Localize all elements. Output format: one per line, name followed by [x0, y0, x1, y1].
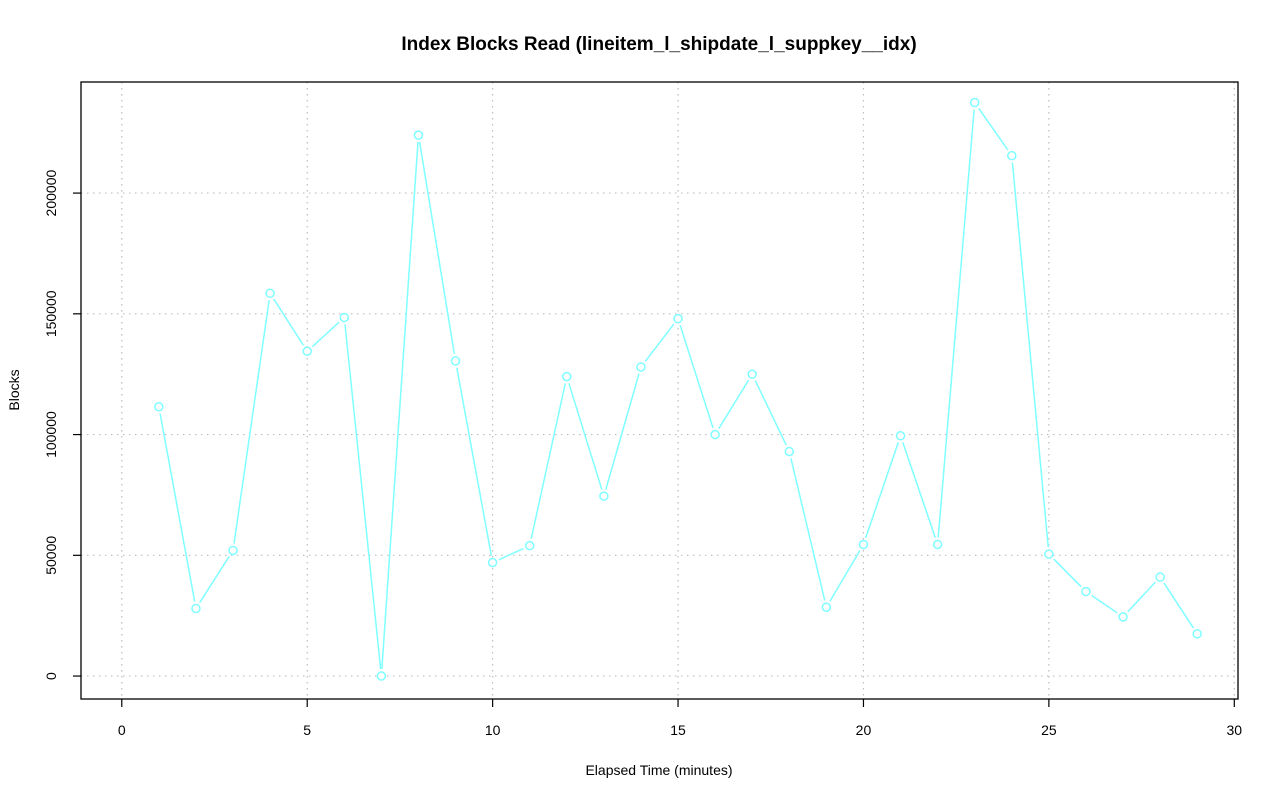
x-axis-label: Elapsed Time (minutes) [585, 762, 732, 778]
series-line-segment [754, 380, 787, 446]
data-point [376, 671, 387, 681]
series-line-segment [829, 550, 861, 602]
series-line-segment [1011, 162, 1049, 548]
data-point [1118, 612, 1128, 622]
data-point [932, 539, 943, 550]
data-series [154, 97, 1202, 681]
series-line-segment [233, 300, 270, 544]
data-point [895, 431, 906, 441]
series-line-segment [1091, 594, 1118, 614]
x-axis: 0 5 10 15 20 25 30 [118, 699, 1242, 738]
series-line-segment [199, 555, 230, 603]
data-point [562, 371, 572, 382]
data-point [1192, 629, 1202, 639]
series-line-segment [605, 373, 640, 490]
data-point [784, 446, 795, 457]
y-tick-label: 150000 [43, 290, 59, 337]
data-point [599, 491, 609, 501]
series-line-segment [418, 141, 456, 355]
series-line-segment [498, 547, 524, 561]
data-point [191, 603, 201, 614]
data-point [413, 130, 424, 140]
series-line-segment [344, 324, 382, 670]
y-tick-label: 200000 [43, 170, 59, 217]
series-line-segment [530, 383, 567, 539]
series-line-segment [381, 142, 419, 670]
data-point [710, 429, 720, 440]
x-tick-label: 25 [1041, 722, 1057, 738]
data-point [339, 312, 350, 323]
series-line-segment [456, 367, 493, 556]
data-point [450, 356, 461, 366]
x-tick-label: 5 [303, 722, 311, 738]
plot-frame [80, 81, 1239, 700]
data-point [1081, 586, 1091, 597]
chart-title: Index Blocks Read (lineitem_l_shipdate_l… [401, 34, 916, 55]
data-point [265, 288, 275, 299]
data-point [821, 602, 832, 612]
data-point [636, 362, 646, 372]
series-line-segment [1163, 582, 1195, 629]
series-line-segment [568, 383, 603, 490]
data-point [154, 402, 164, 412]
x-tick-label: 15 [670, 722, 686, 738]
series-line-segment [159, 413, 196, 602]
series-line-segment [273, 298, 305, 346]
series-line-segment [718, 379, 750, 429]
grid-lines [81, 82, 1238, 699]
x-tick-label: 30 [1227, 722, 1243, 738]
y-tick-label: 50000 [43, 536, 59, 575]
data-point [487, 557, 498, 568]
series-line-segment [865, 442, 899, 539]
x-tick-label: 0 [118, 722, 126, 738]
data-point [1155, 572, 1165, 582]
y-axis: 0 50000 100000 150000 200000 [43, 170, 81, 680]
series-line-segment [1053, 558, 1082, 588]
series-line-segment [644, 323, 675, 362]
series-line-segment [790, 458, 826, 601]
series-line-segment [978, 107, 1009, 151]
data-point [858, 539, 869, 550]
data-point [969, 97, 980, 108]
data-point [302, 346, 312, 357]
data-point [228, 545, 238, 556]
series-line-segment [1127, 581, 1156, 613]
series-line-segment [679, 325, 714, 429]
data-point [1007, 150, 1017, 161]
series-line-segment [902, 442, 937, 539]
series-line-segment [311, 321, 340, 348]
x-tick-label: 10 [485, 722, 501, 738]
y-tick-label: 100000 [43, 411, 59, 458]
data-point [1044, 549, 1054, 559]
y-axis-label: Blocks [6, 369, 22, 410]
data-point [673, 313, 683, 324]
x-tick-label: 20 [856, 722, 872, 738]
series-line-segment [937, 109, 975, 538]
data-point [524, 540, 535, 551]
y-tick-label: 0 [43, 672, 59, 680]
data-point [747, 369, 757, 379]
